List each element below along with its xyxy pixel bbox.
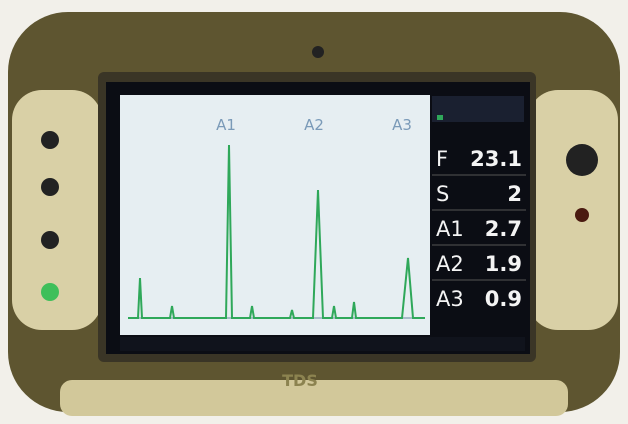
status-indicator xyxy=(437,115,443,120)
power-button[interactable] xyxy=(41,283,59,301)
reading-value: 2 xyxy=(507,182,522,206)
reading-label: A3 xyxy=(436,287,464,311)
side-button[interactable] xyxy=(41,178,59,196)
chart-area xyxy=(120,95,430,335)
reading-label: A1 xyxy=(436,217,464,241)
reading-label: F xyxy=(436,147,448,171)
peak-label: A1 xyxy=(216,116,236,134)
front-camera xyxy=(312,46,324,58)
device-photo: A1 A2 A3 F 23.1 S 2 A1 2.7 A2 1.9 A3 0.9 TDS xyxy=(0,0,628,424)
status-bar xyxy=(120,337,525,351)
side-button[interactable] xyxy=(41,131,59,149)
status-panel xyxy=(432,96,524,122)
page: A1 A2 A3 F23.1S2A12.7A21.9A30.9 TDS (() … xyxy=(0,0,628,424)
sensor xyxy=(575,208,589,222)
reading-value: 0.9 xyxy=(485,287,522,311)
reading-value: 1.9 xyxy=(485,252,522,276)
reading-label: S xyxy=(436,182,449,206)
side-button[interactable] xyxy=(41,231,59,249)
right-grip xyxy=(528,90,618,330)
reading-value: 23.1 xyxy=(470,147,522,171)
camera xyxy=(566,144,598,176)
brand: TDS xyxy=(282,371,318,390)
peak-label: A2 xyxy=(304,116,324,134)
reading-label: A2 xyxy=(436,252,464,276)
peak-label: A3 xyxy=(392,116,412,134)
reading-value: 2.7 xyxy=(485,217,522,241)
